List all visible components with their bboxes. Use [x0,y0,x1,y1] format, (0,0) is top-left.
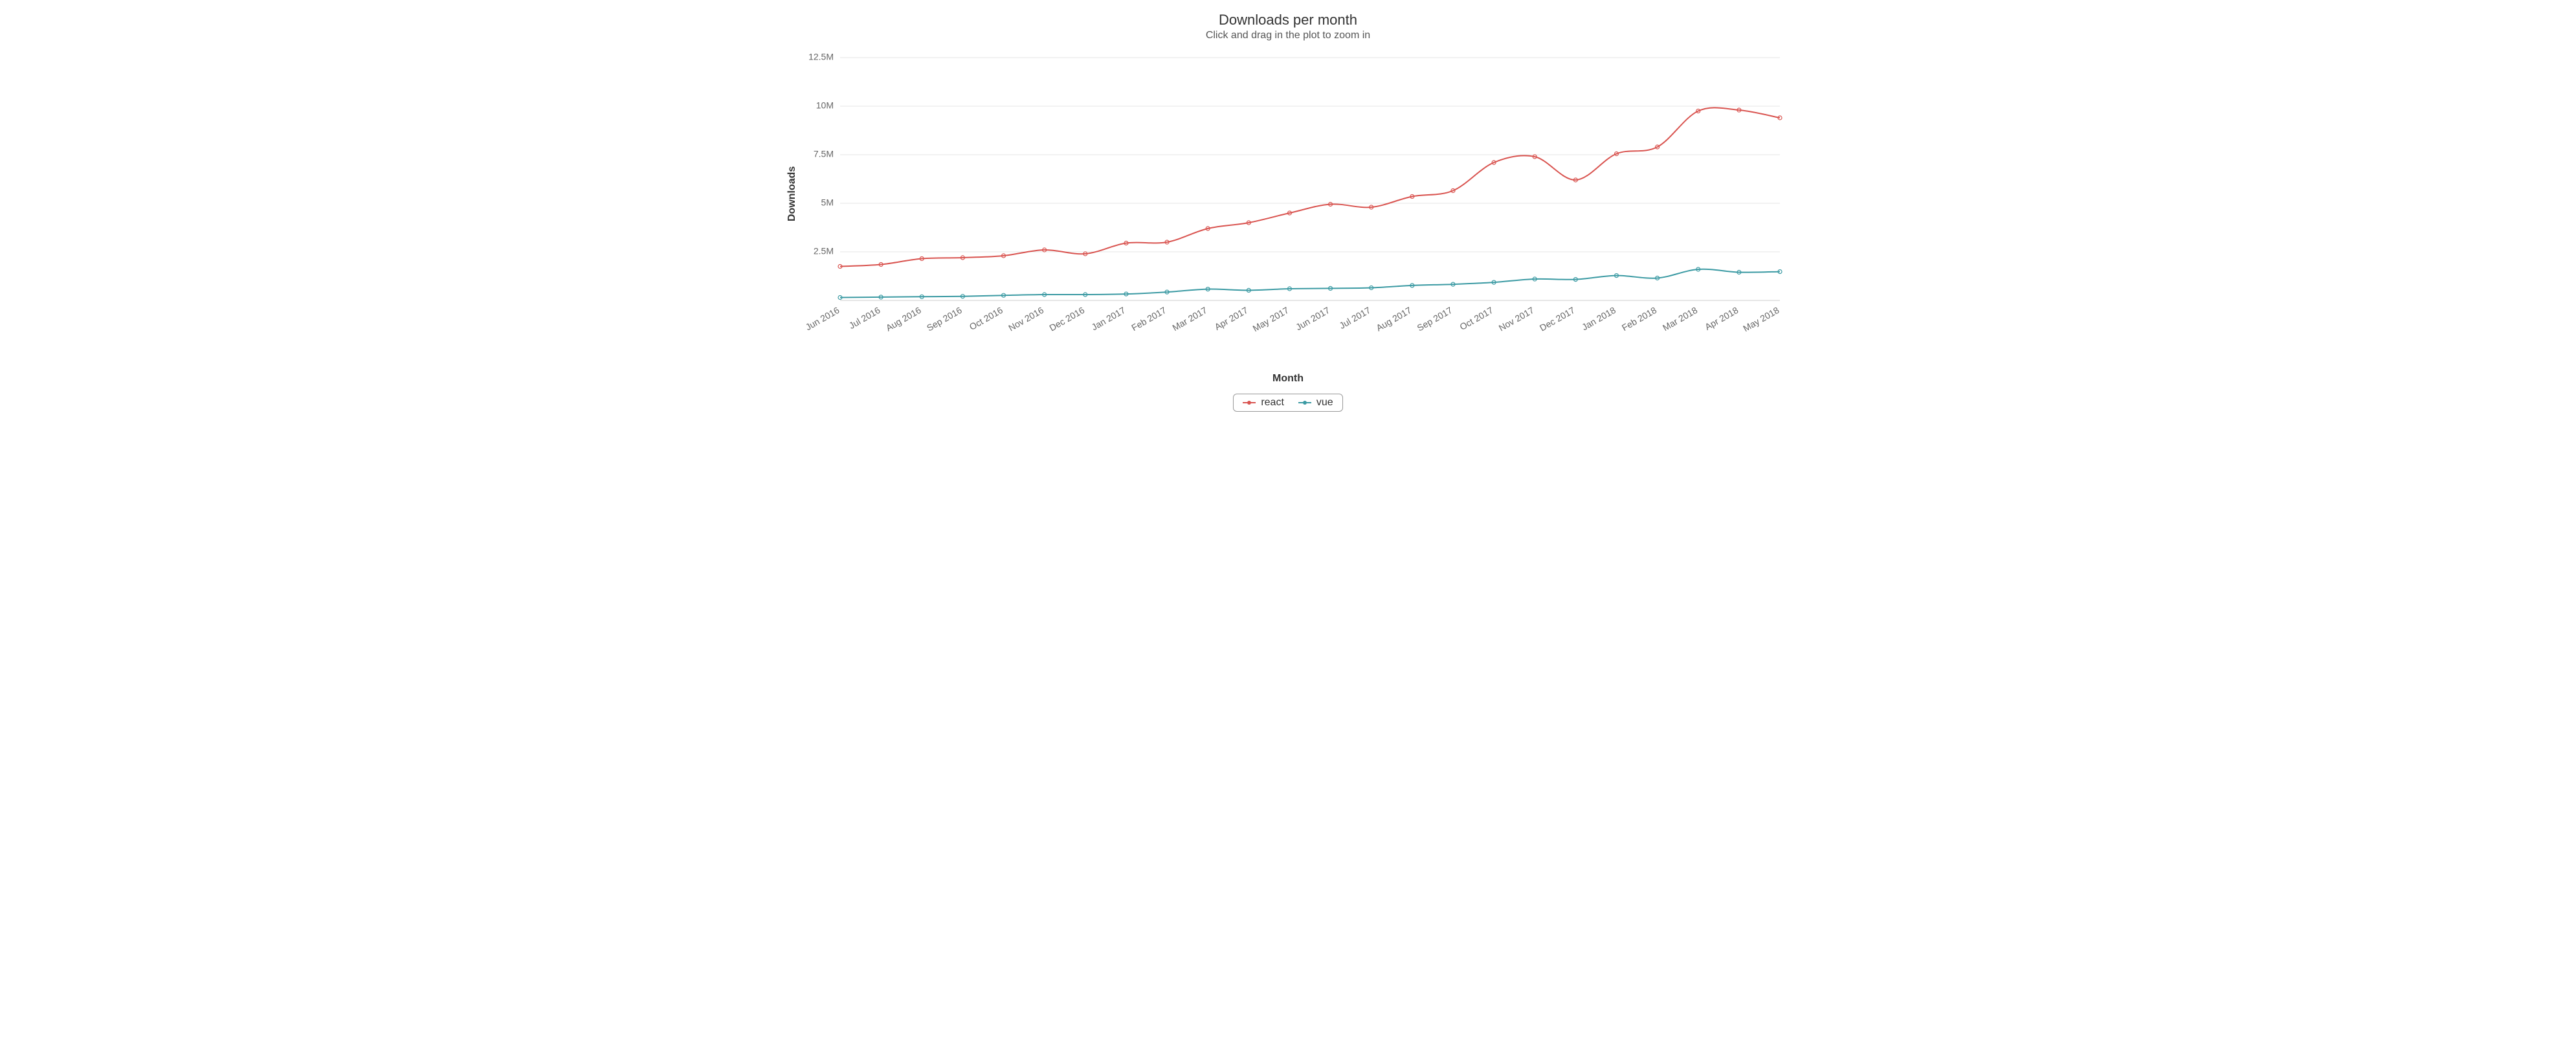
series-marker-react[interactable] [1614,152,1618,156]
x-tick-label: Nov 2017 [1497,305,1536,333]
series-marker-react[interactable] [1451,189,1455,193]
x-tick-label: Feb 2017 [1129,305,1168,333]
x-tick-label: Mar 2018 [1661,305,1699,333]
series-marker-vue[interactable] [1247,288,1250,292]
series-marker-react[interactable] [1329,203,1333,207]
series-marker-react[interactable] [1124,241,1128,245]
chart-subtitle: Click and drag in the plot to zoom in [783,30,1793,41]
x-tick-label: Apr 2017 [1213,305,1250,332]
y-tick-label: 5M [821,197,834,208]
legend-label-react: react [1261,397,1284,409]
series-marker-react[interactable] [1287,211,1291,215]
series-marker-vue[interactable] [1614,274,1618,278]
series-marker-vue[interactable] [1206,287,1210,291]
series-marker-vue[interactable] [1410,284,1414,287]
series-marker-react[interactable] [1165,240,1169,244]
series-marker-vue[interactable] [1778,270,1782,274]
series-marker-react[interactable] [879,263,883,267]
series-marker-vue[interactable] [879,295,883,299]
series-marker-vue[interactable] [1002,293,1006,297]
x-tick-label: Dec 2016 [1047,305,1086,333]
series-marker-react[interactable] [1533,155,1537,159]
y-tick-label: 2.5M [814,246,834,256]
series-marker-react[interactable] [1002,254,1006,258]
series-marker-vue[interactable] [838,296,842,300]
x-tick-label: Jun 2016 [804,305,841,333]
x-tick-label: Aug 2016 [884,305,923,333]
x-tick-label: Aug 2017 [1374,305,1413,333]
chart-container: Downloads per month Click and drag in th… [783,0,1793,423]
series-marker-vue[interactable] [1043,293,1047,297]
chart-titles: Downloads per month Click and drag in th… [783,0,1793,41]
series-marker-vue[interactable] [1696,267,1700,271]
x-tick-label: Feb 2018 [1620,305,1658,333]
x-tick-label: May 2018 [1741,305,1781,334]
series-marker-react[interactable] [960,256,964,260]
series-marker-react[interactable] [1043,248,1047,252]
series-marker-vue[interactable] [1573,278,1577,282]
series-marker-react[interactable] [1778,116,1782,120]
series-marker-vue[interactable] [1451,282,1455,286]
series-marker-vue[interactable] [1370,286,1373,290]
series-marker-react[interactable] [1247,221,1250,225]
legend-item-vue[interactable]: vue [1298,397,1333,409]
series-marker-vue[interactable] [1287,287,1291,291]
series-marker-vue[interactable] [1492,280,1496,284]
series-marker-vue[interactable] [1533,277,1537,281]
plot-row: Downloads 2.5M5M7.5M10M12.5MJun 2016Jul … [783,41,1793,346]
series-marker-react[interactable] [1206,227,1210,230]
series-marker-vue[interactable] [960,295,964,298]
series-marker-react[interactable] [1370,205,1373,209]
x-tick-label: Mar 2017 [1170,305,1208,333]
legend-item-react[interactable]: react [1243,397,1284,409]
y-axis-label: Downloads [783,41,801,346]
series-marker-react[interactable] [1573,178,1577,182]
y-tick-label: 12.5M [808,52,834,62]
x-tick-label: May 2017 [1251,305,1291,334]
x-tick-label: Oct 2016 [968,305,1005,332]
x-tick-label: Apr 2018 [1703,305,1740,332]
x-tick-label: Sep 2016 [925,305,964,333]
chart-title: Downloads per month [783,12,1793,28]
series-marker-react[interactable] [1492,161,1496,164]
series-marker-react[interactable] [838,265,842,269]
series-marker-vue[interactable] [1656,276,1660,280]
series-line-react[interactable] [840,107,1780,266]
series-marker-react[interactable] [1696,109,1700,113]
series-line-vue[interactable] [840,269,1780,298]
y-tick-label: 7.5M [814,149,834,159]
series-marker-react[interactable] [1083,252,1087,256]
series-marker-react[interactable] [920,257,924,261]
series-marker-vue[interactable] [1329,286,1333,290]
series-marker-vue[interactable] [1124,292,1128,296]
x-tick-label: Jul 2017 [1337,305,1372,331]
x-tick-label: Nov 2016 [1006,305,1045,333]
series-marker-vue[interactable] [1083,293,1087,297]
series-marker-vue[interactable] [1165,290,1169,294]
series-marker-react[interactable] [1737,108,1741,112]
x-tick-label: Jul 2016 [847,305,882,331]
plot-area[interactable]: 2.5M5M7.5M10M12.5MJun 2016Jul 2016Aug 20… [801,41,1793,346]
x-tick-label: Jan 2018 [1580,305,1617,333]
legend: react vue [783,394,1793,423]
x-tick-label: Jun 2017 [1294,305,1331,333]
legend-swatch-react [1243,402,1256,403]
x-tick-label: Jan 2017 [1090,305,1127,333]
series-marker-react[interactable] [1410,195,1414,199]
series-marker-vue[interactable] [1737,271,1741,275]
legend-label-vue: vue [1316,397,1333,409]
x-axis-label: Month [783,373,1793,385]
y-tick-label: 10M [816,100,834,111]
x-tick-label: Oct 2017 [1458,305,1494,332]
series-marker-vue[interactable] [920,295,924,298]
x-tick-label: Dec 2017 [1538,305,1577,333]
series-marker-react[interactable] [1656,145,1660,149]
legend-box: react vue [1233,394,1342,412]
x-tick-label: Sep 2017 [1416,305,1454,333]
legend-swatch-vue [1298,402,1311,403]
